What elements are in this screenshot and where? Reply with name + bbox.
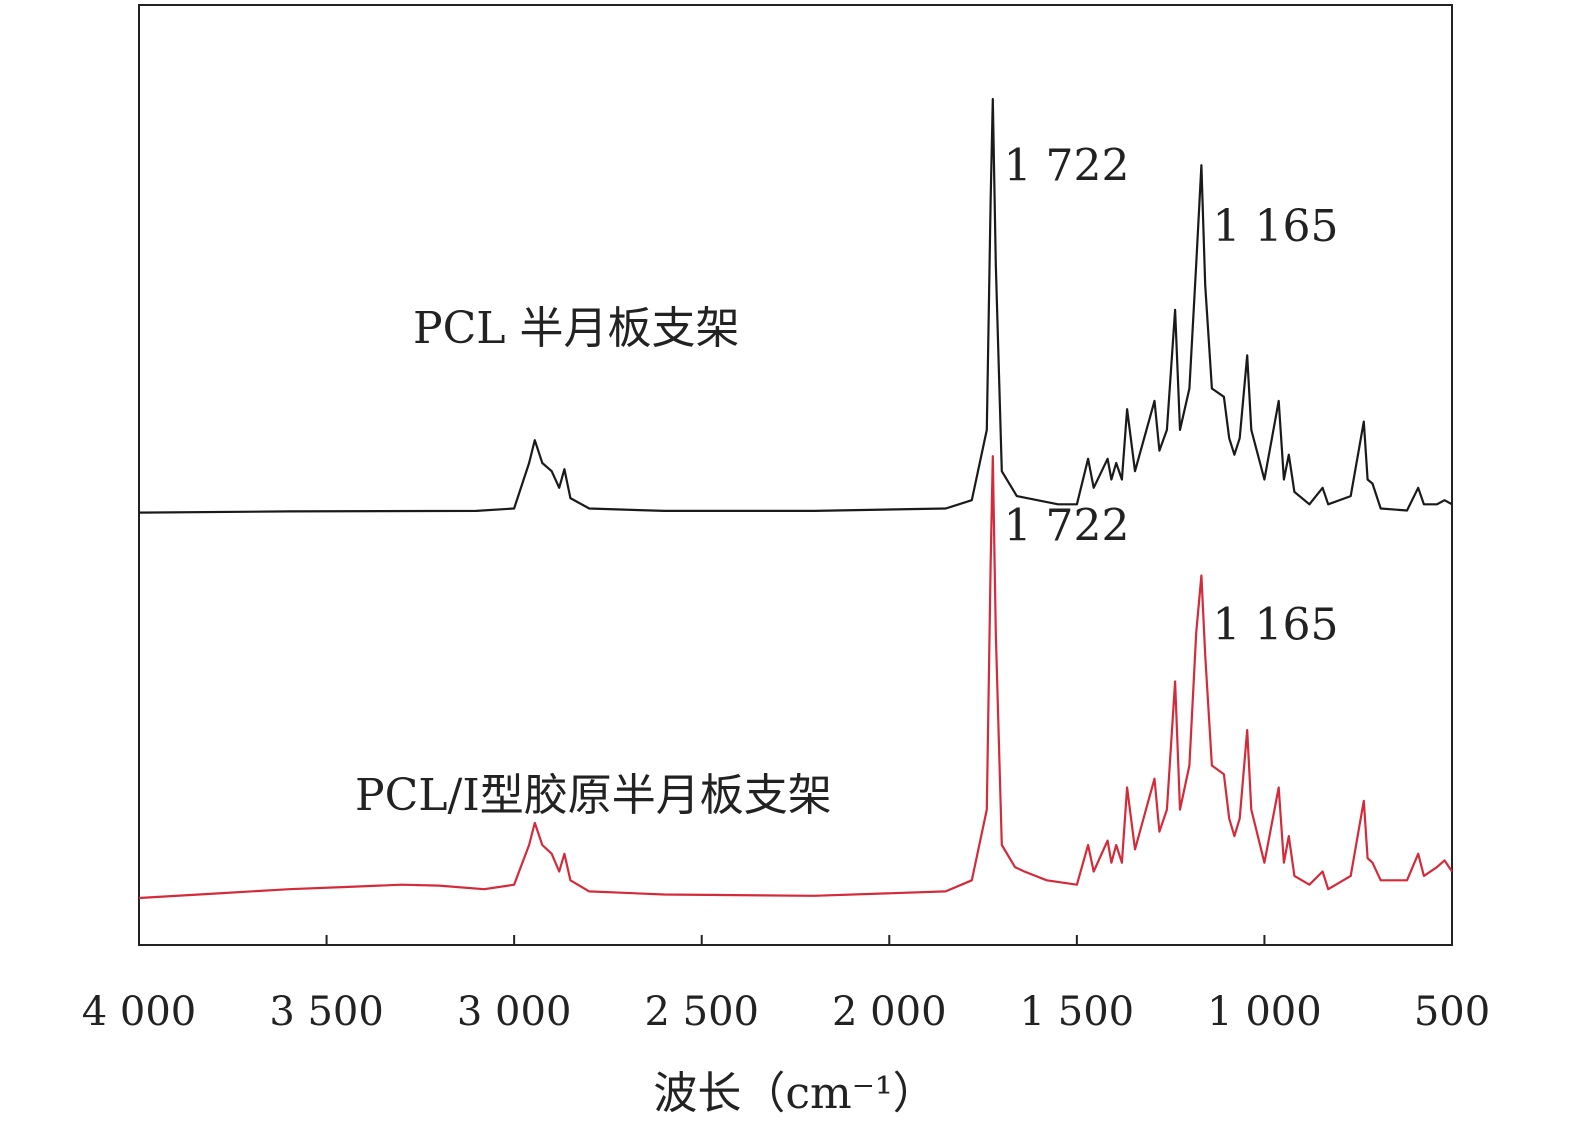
x-tick-label: 1 000: [1207, 989, 1322, 1035]
peak-label: 1 165: [1213, 201, 1339, 252]
x-tick-label: 3 500: [269, 989, 384, 1035]
series-layer: [138, 97, 1453, 900]
peak-label: 1 165: [1213, 599, 1339, 650]
plot-frame: [138, 4, 1453, 946]
x-axis-title: 波长（cm⁻¹）: [653, 1068, 936, 1119]
x-tick-label: 2 000: [832, 989, 947, 1035]
series-line-pcl-collagen: [138, 455, 1453, 900]
x-tick-label: 1 500: [1020, 989, 1135, 1035]
x-axis-ticks: 4 000 3 500 3 000 2 500 2 000 1 500 1 000 500: [82, 935, 1490, 1035]
x-tick-label: 3 000: [457, 989, 572, 1035]
series-label-pcl-collagen: PCL/Ⅰ型胶原半月板支架: [355, 770, 832, 821]
peak-label: 1 722: [1004, 500, 1130, 551]
x-tick-label: 2 500: [644, 989, 759, 1035]
x-tick-label: 500: [1414, 989, 1490, 1035]
series-line-pcl: [138, 97, 1453, 514]
x-tick-label: 4 000: [82, 989, 197, 1035]
annotation-layer: 1 722 1 165 1 722 1 165: [1004, 140, 1339, 650]
series-label-pcl: PCL 半月板支架: [413, 303, 739, 354]
peak-label: 1 722: [1004, 140, 1130, 191]
